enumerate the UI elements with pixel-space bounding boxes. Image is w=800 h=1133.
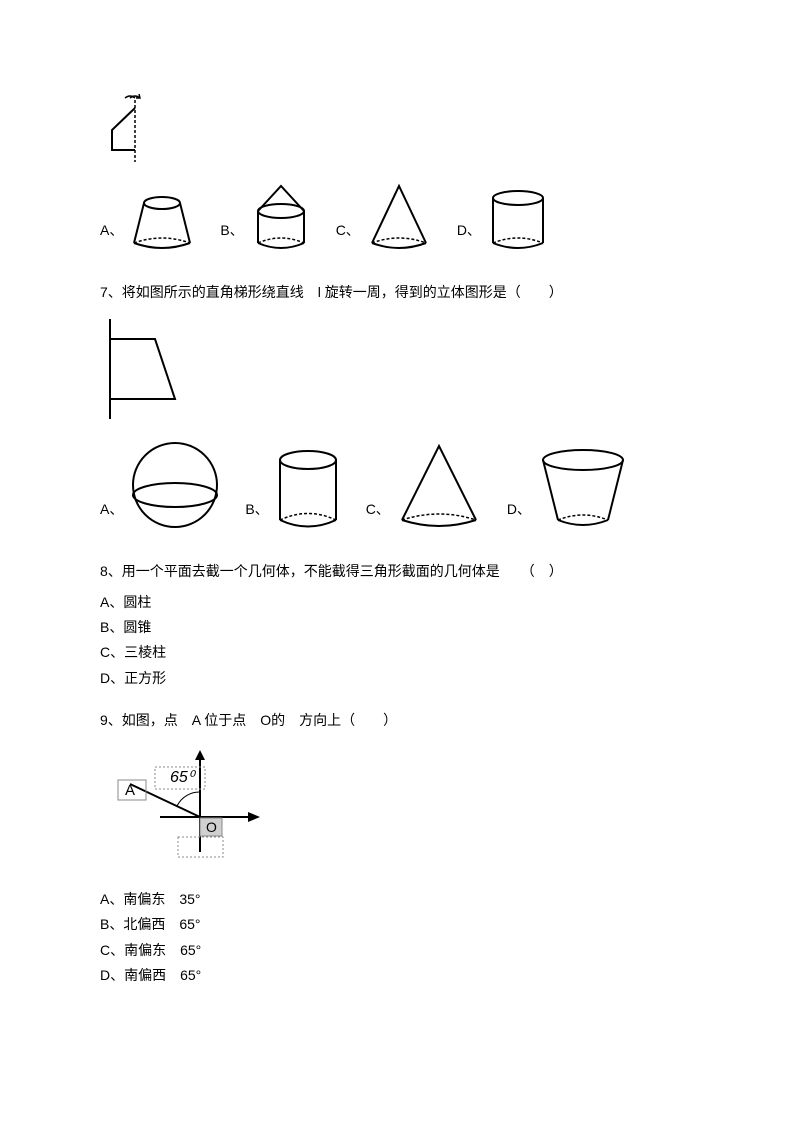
q7-option-a: A、 xyxy=(100,440,225,535)
q8-answers: A、圆柱 B、圆锥 C、三棱柱 D、正方形 xyxy=(100,591,700,690)
q6-option-b: B、 xyxy=(220,181,315,256)
svg-text:A: A xyxy=(125,782,135,799)
q7-option-d: D、 xyxy=(507,445,633,535)
q6-rotation-figure xyxy=(100,90,700,171)
q6-option-c: C、 xyxy=(336,181,437,256)
option-label: B、 xyxy=(245,498,268,520)
q9-text: 9、如图，点 A 位于点 O的 方向上（ ） xyxy=(100,709,700,731)
q6-option-d: D、 xyxy=(457,186,553,256)
q7-option-c: C、 xyxy=(366,440,487,535)
q9-direction-figure: 65⁰ A O xyxy=(100,742,700,878)
option-label: D、 xyxy=(507,498,531,520)
q7-options: A、 B、 C、 D、 xyxy=(100,440,700,535)
q8-answer-d: D、正方形 xyxy=(100,667,700,689)
q9-answer-d: D、南偏西 65° xyxy=(100,964,700,986)
option-label: D、 xyxy=(457,219,481,241)
q8-answer-c: C、三棱柱 xyxy=(100,641,700,663)
q9-answers: A、南偏东 35° B、北偏西 65° C、南偏东 65° D、南偏西 65° xyxy=(100,888,700,987)
q6-option-a: A、 xyxy=(100,191,200,256)
q9-answer-a: A、南偏东 35° xyxy=(100,888,700,910)
q7-text: 7、将如图所示的直角梯形绕直线 l 旋转一周，得到的立体图形是（ ） xyxy=(100,281,700,303)
q6-options: A、 B、 C、 D、 xyxy=(100,181,700,256)
q9-answer-c: C、南偏东 65° xyxy=(100,939,700,961)
option-label: B、 xyxy=(220,219,243,241)
q8-answer-b: B、圆锥 xyxy=(100,616,700,638)
option-label: A、 xyxy=(100,219,123,241)
q9-answer-b: B、北偏西 65° xyxy=(100,913,700,935)
q8-text: 8、用一个平面去截一个几何体，不能截得三角形截面的几何体是 （ ） xyxy=(100,560,700,582)
svg-text:O: O xyxy=(206,819,217,835)
q7-rotation-figure xyxy=(100,314,700,430)
option-label: C、 xyxy=(366,498,390,520)
q8-answer-a: A、圆柱 xyxy=(100,591,700,613)
option-label: A、 xyxy=(100,498,123,520)
svg-text:65⁰: 65⁰ xyxy=(170,769,197,786)
q7-option-b: B、 xyxy=(245,445,345,535)
option-label: C、 xyxy=(336,219,360,241)
